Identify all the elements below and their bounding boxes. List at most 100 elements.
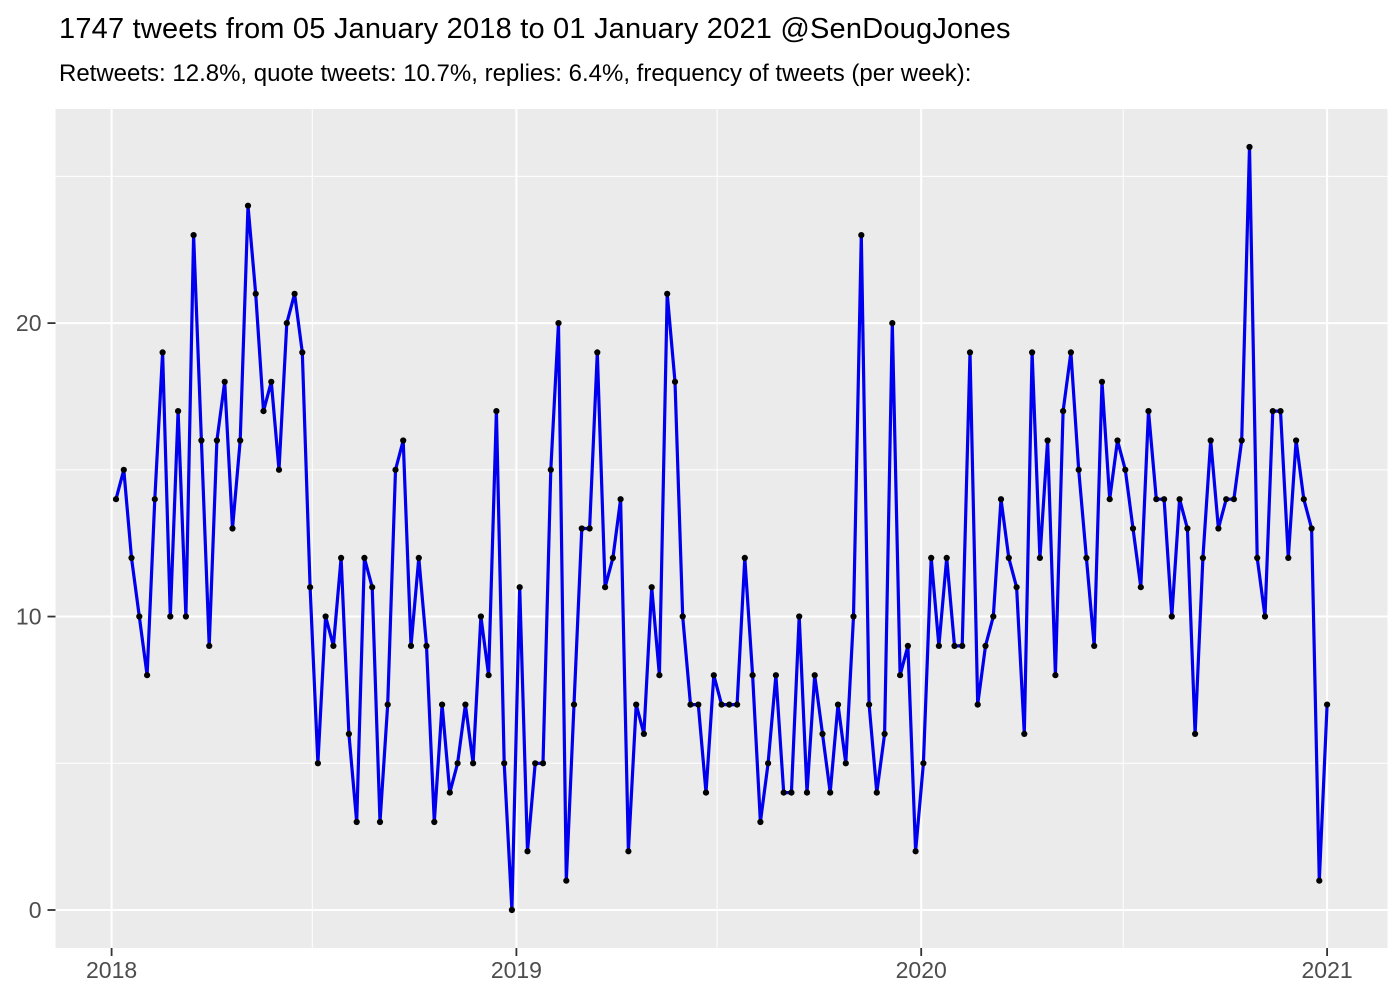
data-point — [1036, 554, 1043, 562]
chart-subtitle: Retweets: 12.8%, quote tweets: 10.7%, re… — [59, 60, 972, 87]
data-point — [997, 496, 1005, 503]
data-point — [1230, 496, 1237, 503]
data-point — [462, 701, 469, 708]
data-point — [338, 554, 345, 562]
data-point — [369, 584, 376, 591]
data-point — [128, 554, 135, 562]
data-point — [834, 701, 842, 708]
data-point — [1238, 437, 1245, 444]
data-point — [1153, 496, 1160, 503]
data-point — [578, 525, 585, 532]
data-point — [415, 554, 422, 562]
data-point — [1261, 613, 1269, 620]
data-point — [446, 789, 453, 796]
data-point — [345, 730, 352, 738]
data-point — [260, 408, 267, 415]
data-point — [780, 789, 787, 796]
data-point — [275, 466, 283, 473]
data-point — [477, 613, 484, 620]
data-point — [493, 408, 500, 415]
data-point — [1308, 525, 1315, 532]
data-point — [1145, 408, 1152, 415]
data-point — [765, 760, 772, 767]
data-point — [710, 672, 717, 679]
data-point — [617, 496, 624, 503]
data-point — [361, 554, 368, 562]
data-point — [1083, 554, 1090, 562]
data-point — [788, 789, 795, 796]
data-point — [602, 584, 609, 591]
data-point — [1098, 378, 1106, 385]
data-point — [897, 672, 904, 679]
y-axis-label-0: 0 — [29, 897, 42, 923]
data-point — [206, 642, 213, 650]
data-point — [982, 642, 989, 650]
x-axis-label-2021: 2021 — [1302, 957, 1353, 983]
data-point — [252, 290, 259, 297]
data-point — [819, 730, 826, 738]
data-point — [1199, 554, 1206, 562]
data-point — [990, 613, 997, 620]
data-point — [198, 437, 205, 444]
data-point — [959, 642, 966, 650]
data-point — [741, 554, 748, 562]
data-point — [470, 760, 477, 767]
data-point — [664, 290, 671, 297]
data-point — [679, 613, 686, 620]
data-point — [866, 701, 873, 708]
data-point — [889, 320, 896, 327]
data-point — [167, 613, 174, 620]
data-point — [555, 320, 562, 327]
data-point — [702, 789, 710, 796]
data-point — [586, 525, 593, 532]
data-point — [454, 760, 461, 767]
data-point — [120, 466, 127, 473]
data-point — [928, 554, 935, 562]
data-point — [563, 877, 570, 884]
data-point — [244, 202, 252, 209]
data-point — [175, 408, 182, 415]
data-point — [734, 701, 741, 708]
data-point — [151, 496, 158, 503]
data-point — [858, 232, 865, 239]
data-point — [570, 701, 578, 708]
data-point — [1013, 584, 1020, 591]
data-point — [299, 349, 306, 356]
data-point — [1067, 349, 1074, 356]
data-point — [291, 290, 298, 297]
data-point — [221, 378, 228, 385]
data-point — [920, 760, 927, 767]
data-point — [718, 701, 725, 708]
data-point — [726, 701, 733, 708]
data-point — [873, 789, 880, 796]
data-point — [966, 349, 974, 356]
data-point — [656, 672, 663, 679]
data-point — [757, 818, 764, 826]
data-point — [1168, 613, 1175, 620]
data-point — [508, 906, 515, 914]
data-point — [392, 466, 399, 473]
data-point — [159, 349, 166, 356]
data-point — [353, 818, 360, 826]
data-point — [749, 672, 756, 679]
data-point — [842, 760, 849, 767]
data-point — [1075, 466, 1082, 473]
x-axis-label-2019: 2019 — [491, 957, 542, 983]
data-point — [1114, 437, 1121, 444]
data-point — [1106, 496, 1113, 503]
data-point — [803, 789, 811, 796]
data-point — [501, 760, 508, 767]
data-point — [1122, 466, 1129, 473]
data-point — [1277, 408, 1284, 415]
data-point — [384, 701, 391, 708]
data-point — [609, 554, 617, 562]
data-point — [1176, 496, 1183, 503]
data-point — [772, 672, 780, 679]
data-point — [671, 378, 679, 385]
data-point — [400, 437, 407, 444]
data-point — [1184, 525, 1191, 532]
data-point — [485, 672, 492, 679]
data-point — [974, 701, 981, 708]
data-point — [935, 642, 943, 650]
data-point — [376, 818, 384, 826]
